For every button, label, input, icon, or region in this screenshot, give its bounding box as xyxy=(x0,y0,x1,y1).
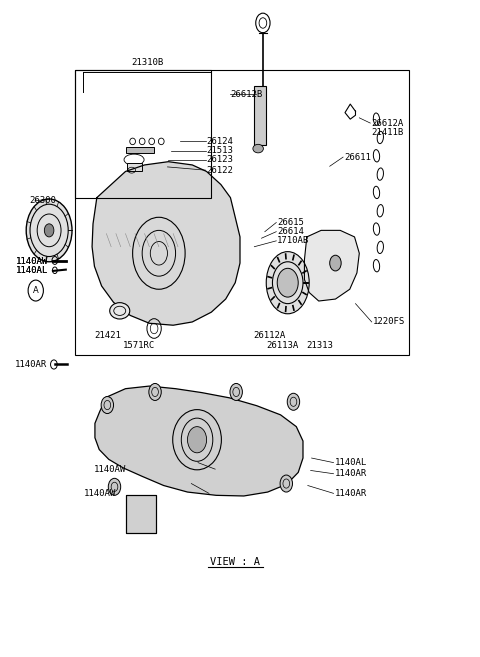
Bar xyxy=(126,495,156,533)
Bar xyxy=(75,70,409,355)
Text: 1140AL: 1140AL xyxy=(16,267,48,275)
Circle shape xyxy=(101,397,114,413)
Text: 26611: 26611 xyxy=(344,152,371,162)
Text: 26123: 26123 xyxy=(206,155,233,164)
Polygon shape xyxy=(92,162,240,325)
Text: 21513: 21513 xyxy=(206,146,233,155)
Bar xyxy=(254,87,266,145)
Text: 26122: 26122 xyxy=(206,166,233,175)
Bar xyxy=(75,70,211,198)
Text: 1220FS: 1220FS xyxy=(372,317,405,327)
Text: 26113A: 26113A xyxy=(266,341,299,350)
Text: 26615: 26615 xyxy=(277,218,304,227)
Circle shape xyxy=(330,255,341,271)
Polygon shape xyxy=(304,231,360,301)
Text: 1571RC: 1571RC xyxy=(123,341,156,350)
Text: 21310B: 21310B xyxy=(131,58,163,67)
Text: 1140AR: 1140AR xyxy=(335,469,367,478)
Ellipse shape xyxy=(266,252,309,314)
Circle shape xyxy=(108,478,120,495)
Circle shape xyxy=(230,384,242,401)
Polygon shape xyxy=(95,386,303,496)
Text: A: A xyxy=(33,286,38,295)
Text: 21411B: 21411B xyxy=(371,128,404,137)
Text: 1710AB: 1710AB xyxy=(277,237,310,245)
Text: 26612A: 26612A xyxy=(371,118,404,127)
Circle shape xyxy=(44,224,54,237)
Circle shape xyxy=(149,384,161,401)
Ellipse shape xyxy=(110,303,130,319)
Text: 26612B: 26612B xyxy=(230,90,263,99)
Text: 21313: 21313 xyxy=(306,341,333,350)
Bar xyxy=(126,495,156,533)
Text: 1140AL: 1140AL xyxy=(335,458,367,467)
Text: 26112A: 26112A xyxy=(253,330,286,340)
Text: 1140AW: 1140AW xyxy=(94,464,126,474)
Text: 1140AW: 1140AW xyxy=(84,489,116,498)
Bar xyxy=(127,163,142,171)
Text: 1140AR: 1140AR xyxy=(15,360,47,369)
Text: 26300: 26300 xyxy=(29,196,56,206)
Text: 1140AR: 1140AR xyxy=(335,489,367,498)
Text: 1140AW: 1140AW xyxy=(16,257,48,265)
Text: 1140AW: 1140AW xyxy=(16,257,48,265)
Text: 26124: 26124 xyxy=(206,137,233,146)
Text: VIEW : A: VIEW : A xyxy=(210,557,260,567)
Ellipse shape xyxy=(253,145,264,153)
Circle shape xyxy=(26,199,72,261)
Text: 26614: 26614 xyxy=(277,227,304,236)
Text: 21421: 21421 xyxy=(95,330,121,340)
Circle shape xyxy=(280,475,292,492)
Circle shape xyxy=(188,426,206,453)
Circle shape xyxy=(287,394,300,410)
Bar xyxy=(126,147,154,153)
Text: 1140AL: 1140AL xyxy=(16,267,48,275)
Circle shape xyxy=(277,268,298,297)
